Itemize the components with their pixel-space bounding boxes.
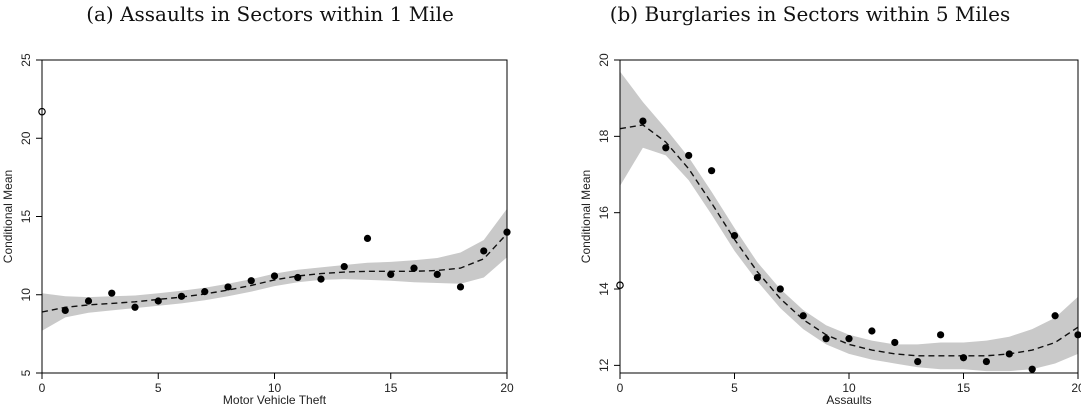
- x-axis-title: Assaults: [826, 393, 871, 407]
- data-point: [845, 335, 853, 343]
- confidence-band: [42, 208, 507, 331]
- data-point: [387, 270, 395, 279]
- data-point: [433, 270, 441, 279]
- data-point: [1051, 312, 1059, 320]
- data-point: [891, 338, 899, 347]
- y-tick-label: 16: [597, 206, 611, 220]
- x-tick-label: 5: [155, 381, 162, 395]
- data-point: [662, 144, 670, 152]
- y-tick-label: 14: [597, 282, 611, 296]
- data-point: [410, 264, 418, 272]
- data-point: [959, 354, 968, 362]
- data-point: [247, 277, 255, 285]
- chart-b-plot: 0 5 10 15 20 12 14 16 18 20 Assaults Conditional Me…: [579, 53, 1081, 407]
- x-tick-label: 15: [384, 381, 398, 395]
- x-tick-label: 20: [500, 381, 514, 395]
- x-tick-label: 0: [39, 381, 46, 395]
- y-tick-label: 25: [19, 53, 33, 67]
- data-point: [776, 285, 784, 293]
- y-tick-label: 15: [19, 210, 33, 224]
- data-point: [799, 312, 807, 320]
- data-point: [1005, 350, 1013, 358]
- data-point: [340, 262, 348, 271]
- chart-title: (b) Burglaries in Sectors within 5 Miles: [609, 2, 1011, 26]
- data-point: [224, 283, 232, 291]
- data-point: [822, 335, 830, 343]
- data-point: [154, 297, 162, 305]
- y-axis-title: Conditional Mean: [1, 170, 15, 263]
- data-point: [914, 357, 922, 366]
- y-tick-label: 20: [19, 131, 33, 145]
- data-point: [456, 283, 465, 291]
- confidence-band: [620, 71, 1078, 372]
- data-point: [177, 292, 186, 300]
- x-tick-label: 10: [268, 381, 282, 395]
- data-point: [108, 289, 116, 297]
- fitted-line: [619, 124, 1079, 357]
- data-point: [937, 331, 945, 339]
- data-point: [84, 297, 93, 305]
- data-point: [480, 247, 488, 255]
- x-axis-title: Motor Vehicle Theft: [223, 393, 327, 407]
- data-point: [708, 167, 716, 175]
- x-tick-label: 5: [731, 381, 738, 395]
- chart-title: (a) Assaults in Sectors within 1 Mile: [86, 2, 454, 26]
- y-tick-label: 20: [597, 53, 611, 67]
- data-point: [639, 117, 647, 125]
- data-point: [363, 234, 372, 243]
- panel-b: (b) Burglaries in Sectors within 5 Miles…: [540, 0, 1081, 414]
- data-point: [1028, 365, 1036, 373]
- data-point: [317, 275, 325, 283]
- y-tick-label: 12: [597, 358, 611, 372]
- x-tick-label: 20: [1071, 381, 1081, 395]
- data-point: [201, 288, 209, 296]
- x-tick-label: 15: [957, 381, 971, 395]
- data-point: [61, 306, 69, 314]
- data-point: [131, 303, 139, 311]
- x-tick-label: 0: [617, 381, 624, 395]
- data-point: [270, 272, 279, 280]
- data-point: [868, 327, 876, 335]
- data-point: [294, 273, 302, 282]
- fitted-line: [41, 233, 508, 313]
- y-tick-label: 5: [19, 369, 33, 376]
- plot-frame: [41, 59, 508, 374]
- data-point: [685, 151, 693, 160]
- y-tick-label: 10: [19, 288, 33, 302]
- x-tick-label: 10: [842, 381, 856, 395]
- y-tick-label: 18: [597, 129, 611, 143]
- y-axis-title: Conditional Mean: [579, 170, 593, 263]
- data-point: [730, 231, 739, 240]
- plot-frame: [619, 59, 1079, 374]
- data-point: [753, 273, 761, 282]
- data-point: [982, 357, 990, 366]
